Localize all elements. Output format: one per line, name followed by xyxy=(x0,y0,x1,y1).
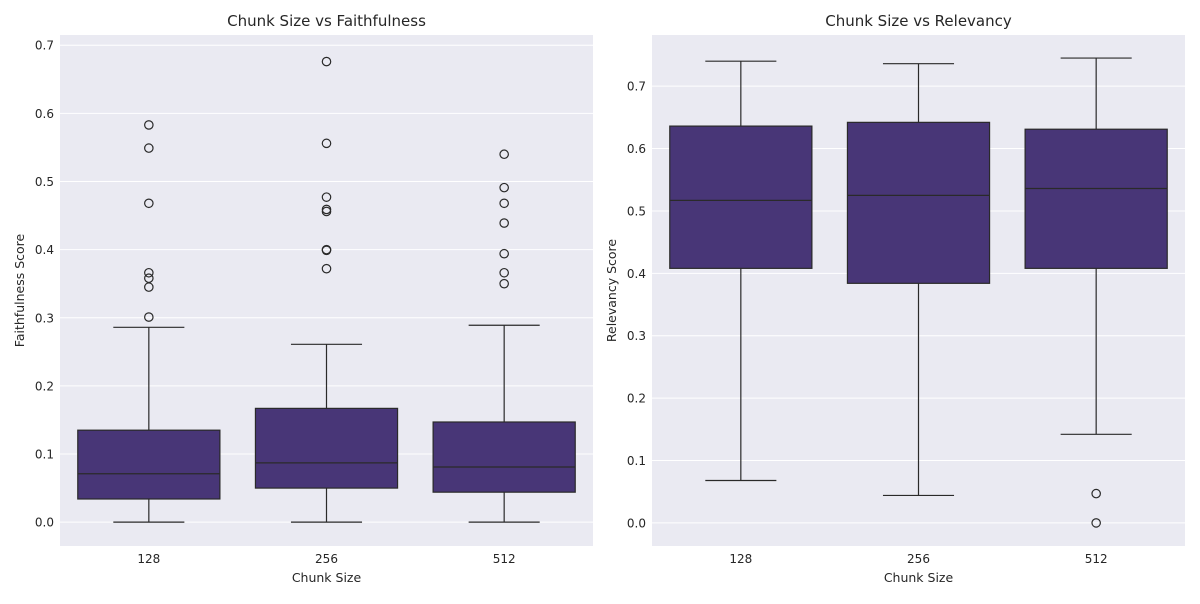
box-iqr xyxy=(77,429,221,500)
x-tick-label: 256 xyxy=(315,552,338,566)
y-tick-label: 0.2 xyxy=(627,392,646,406)
y-tick-label: 0.7 xyxy=(627,80,646,94)
box-group-256 xyxy=(254,56,399,523)
outlier-point xyxy=(144,267,154,278)
box-iqr xyxy=(846,121,991,284)
outlier-point xyxy=(499,218,509,228)
y-axis-label: Faithfulness Score xyxy=(12,233,27,347)
x-axis-label: Chunk Size xyxy=(884,570,954,585)
y-tick-label: 0.1 xyxy=(35,448,54,462)
y-tick-label: 0.0 xyxy=(35,516,54,530)
box-group-512 xyxy=(432,149,576,523)
y-axis-label: Relevancy Score xyxy=(604,239,619,343)
outlier-point xyxy=(144,143,154,153)
y-tick-label: 0.3 xyxy=(35,311,54,325)
box-group-512 xyxy=(1024,57,1168,528)
outlier-point xyxy=(321,56,332,67)
outlier-point xyxy=(144,312,154,322)
outlier-point xyxy=(321,206,332,217)
chart-panel-1: 0.0 0.1 0.2 0.3 0.4 0.5 0.6 0.7 128 256 512 Chunk S… xyxy=(12,12,593,585)
outlier-point xyxy=(321,263,332,274)
y-tick-label: 0.7 xyxy=(35,39,54,53)
x-tick-label: 256 xyxy=(907,552,930,566)
chart-panel-2: 0.0 0.1 0.2 0.3 0.4 0.5 0.6 0.7 128 256 512 Chunk S… xyxy=(604,12,1185,585)
outlier-point xyxy=(321,245,332,256)
box-group-256 xyxy=(846,63,991,497)
y-tick-label: 0.0 xyxy=(627,516,646,530)
outlier-point xyxy=(499,182,509,193)
box-group-128 xyxy=(669,60,813,482)
y-tick-label: 0.4 xyxy=(35,243,54,257)
outlier-point xyxy=(144,120,154,130)
outlier-point xyxy=(499,267,509,278)
outlier-point xyxy=(144,198,154,209)
y-tick-label: 0.5 xyxy=(627,204,646,218)
outlier-point xyxy=(321,192,332,202)
outlier-point xyxy=(499,149,509,160)
y-tick-label: 0.6 xyxy=(627,142,646,156)
box-group-128 xyxy=(77,120,221,523)
y-tick-label: 0.3 xyxy=(627,329,646,343)
outlier-point xyxy=(321,138,332,149)
outlier-point xyxy=(1091,518,1101,528)
y-tick-label: 0.2 xyxy=(35,379,54,393)
box-iqr xyxy=(254,407,399,489)
chart-title: Chunk Size vs Relevancy xyxy=(825,12,1012,30)
outlier-point xyxy=(144,282,154,292)
y-tick-label: 0.4 xyxy=(627,267,646,281)
x-tick-label: 512 xyxy=(1085,552,1108,566)
x-tick-label: 128 xyxy=(729,552,752,566)
outlier-point xyxy=(1091,488,1101,499)
box-iqr xyxy=(1024,128,1168,269)
outlier-point xyxy=(499,278,509,289)
box-iqr xyxy=(432,421,576,493)
x-tick-label: 512 xyxy=(493,552,516,566)
box-iqr xyxy=(669,125,813,269)
outlier-point xyxy=(499,248,509,259)
x-tick-label: 128 xyxy=(137,552,160,566)
outlier-point xyxy=(499,198,509,209)
y-tick-label: 0.6 xyxy=(35,107,54,121)
y-tick-label: 0.5 xyxy=(35,175,54,189)
y-tick-label: 0.1 xyxy=(627,454,646,468)
chart-title: Chunk Size vs Faithfulness xyxy=(227,12,426,30)
x-axis-label: Chunk Size xyxy=(292,570,362,585)
